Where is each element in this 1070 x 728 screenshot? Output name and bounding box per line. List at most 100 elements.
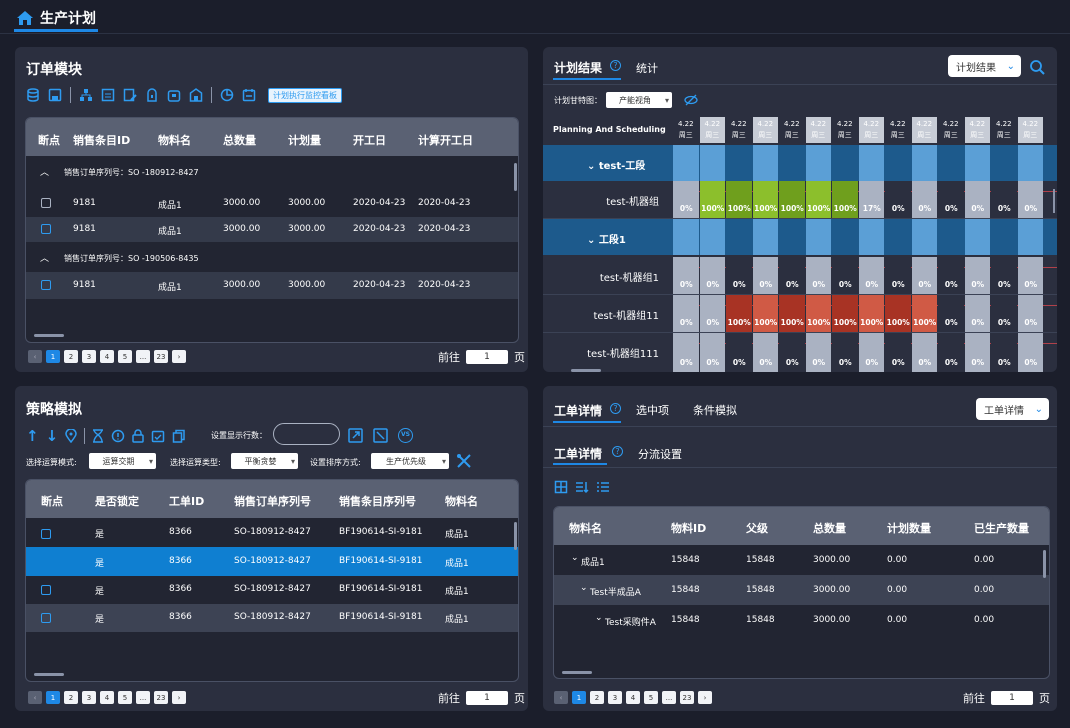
row-checkbox[interactable]: [41, 198, 51, 208]
page-button[interactable]: 4: [626, 691, 640, 704]
pie-chart-icon[interactable]: [220, 88, 234, 102]
tools-icon[interactable]: [456, 453, 472, 473]
goto-input[interactable]: 1: [466, 691, 508, 705]
table-row[interactable]: 9181 成品1 3000.00 3000.00 2020-04-23 2020…: [26, 217, 518, 242]
page-button[interactable]: 3: [608, 691, 622, 704]
chevron-down-icon[interactable]: ⌄: [580, 583, 588, 593]
page-ellipsis[interactable]: ...: [136, 691, 150, 704]
help-icon[interactable]: ?: [610, 60, 621, 71]
page-button[interactable]: 3: [82, 350, 96, 363]
subtab-split-settings[interactable]: 分流设置: [638, 448, 682, 461]
grid-add-icon[interactable]: [554, 480, 568, 494]
goto-input[interactable]: 1: [466, 350, 508, 364]
tab-selected-items[interactable]: 选中项: [636, 404, 669, 417]
mode-select[interactable]: 运算交期: [89, 453, 156, 469]
horizontal-scrollbar[interactable]: [562, 671, 592, 674]
tab-statistics[interactable]: 统计: [636, 62, 658, 75]
vs-icon[interactable]: VS: [398, 428, 413, 443]
page-button[interactable]: 5: [644, 691, 658, 704]
goto-input[interactable]: 1: [991, 691, 1033, 705]
page-button[interactable]: 2: [64, 350, 78, 363]
chevron-up-icon[interactable]: ︿: [40, 254, 50, 264]
plan-result-dropdown[interactable]: 计划结果 ⌄: [948, 55, 1021, 77]
calendar-icon[interactable]: [242, 88, 256, 102]
page-button[interactable]: 23: [154, 691, 168, 704]
calendar-check-icon[interactable]: [151, 429, 165, 443]
prev-page-button[interactable]: ‹: [554, 691, 568, 704]
tree-row[interactable]: ⌄ Test采购件A 15848 15848 3000.00 0.00 0.00: [554, 605, 1049, 635]
chevron-down-icon[interactable]: ⌄: [571, 553, 579, 563]
eye-off-icon[interactable]: [684, 92, 698, 111]
page-button[interactable]: 1: [46, 691, 60, 704]
page-ellipsis[interactable]: ...: [662, 691, 676, 704]
help-icon[interactable]: ?: [610, 403, 621, 414]
group-row[interactable]: ︿ 销售订单序列号：SO -180912-8427: [26, 162, 518, 182]
info-circle-icon[interactable]: [111, 429, 125, 443]
tab-plan-result[interactable]: 计划结果: [554, 61, 603, 75]
page-ellipsis[interactable]: ...: [136, 350, 150, 363]
next-page-button[interactable]: ›: [172, 691, 186, 704]
lock-icon[interactable]: [132, 429, 144, 443]
next-page-button[interactable]: ›: [172, 350, 186, 363]
prev-page-button[interactable]: ‹: [28, 691, 42, 704]
vertical-scrollbar[interactable]: [514, 163, 517, 191]
page-button[interactable]: 4: [100, 691, 114, 704]
page-button[interactable]: 4: [100, 350, 114, 363]
lock-doc-icon[interactable]: [145, 88, 159, 102]
horizontal-scrollbar[interactable]: [34, 673, 64, 676]
tree-row[interactable]: ⌄ Test半成品A 15848 15848 3000.00 0.00 0.00: [554, 575, 1049, 605]
copy-icon[interactable]: [172, 429, 186, 443]
gantt-view-select[interactable]: 产能视角: [606, 92, 672, 108]
prev-page-button[interactable]: ‹: [28, 350, 42, 363]
table-row[interactable]: 9181 成品1 3000.00 3000.00 2020-04-23 2020…: [26, 272, 518, 299]
subtab-workorder-detail[interactable]: 工单详情: [554, 447, 603, 461]
tab-workorder-detail[interactable]: 工单详情: [554, 404, 603, 418]
page-button[interactable]: 23: [154, 350, 168, 363]
resize-icon[interactable]: [373, 428, 388, 447]
group-row[interactable]: ︿ 销售订单序列号：SO -190506-8435: [26, 248, 518, 268]
row-checkbox[interactable]: [41, 613, 51, 623]
row-checkbox[interactable]: [41, 280, 51, 290]
document-edit-icon[interactable]: [123, 88, 137, 102]
export-icon[interactable]: [101, 88, 115, 102]
page-button[interactable]: 2: [590, 691, 604, 704]
row-checkbox[interactable]: [41, 529, 51, 539]
tree-row[interactable]: ⌄ 成品1 15848 15848 3000.00 0.00 0.00: [554, 545, 1049, 575]
open-external-icon[interactable]: [348, 428, 363, 447]
workorder-dropdown[interactable]: 工单详情 ⌄: [976, 398, 1049, 420]
table-row[interactable]: 是 8366 SO-180912-8427 BF190614-SI-9181 成…: [26, 604, 518, 632]
table-row-selected[interactable]: 是 8366 SO-180912-8427 BF190614-SI-9181 成…: [26, 547, 518, 576]
list-icon[interactable]: [596, 480, 610, 494]
row-checkbox[interactable]: [41, 224, 51, 234]
chevron-up-icon[interactable]: ︿: [40, 168, 50, 178]
table-row[interactable]: 9181 成品1 3000.00 3000.00 2020-04-23 2020…: [26, 193, 518, 217]
type-select[interactable]: 平衡贪婪: [231, 453, 298, 469]
page-button[interactable]: 5: [118, 350, 132, 363]
zoom-search-icon[interactable]: [1029, 59, 1045, 79]
row-checkbox[interactable]: [41, 585, 51, 595]
arrow-down-icon[interactable]: ↓: [45, 427, 59, 445]
arrow-up-icon[interactable]: ↑: [26, 427, 39, 445]
table-row[interactable]: 是 8366 SO-180912-8427 BF190614-SI-9181 成…: [26, 576, 518, 604]
page-button[interactable]: 3: [82, 691, 96, 704]
next-page-button[interactable]: ›: [698, 691, 712, 704]
rows-input[interactable]: [273, 423, 340, 445]
location-pin-icon[interactable]: [65, 429, 77, 443]
help-icon[interactable]: ?: [612, 446, 623, 457]
monitor-board-button[interactable]: 计划执行监控看板: [268, 87, 342, 103]
warehouse-icon[interactable]: [189, 88, 203, 102]
sort-select[interactable]: 生产优先级: [371, 453, 449, 469]
table-row[interactable]: 是 8366 SO-180912-8427 BF190614-SI-9181 成…: [26, 518, 518, 547]
archive-icon[interactable]: [167, 88, 181, 102]
hierarchy-icon[interactable]: [79, 88, 93, 102]
hourglass-icon[interactable]: [92, 429, 104, 443]
page-button[interactable]: 1: [46, 350, 60, 363]
page-button[interactable]: 2: [64, 691, 78, 704]
database-icon[interactable]: [26, 88, 40, 102]
chevron-down-icon[interactable]: ⌄: [595, 613, 603, 623]
vertical-scrollbar[interactable]: [514, 522, 517, 550]
save-icon[interactable]: [48, 88, 62, 102]
page-button[interactable]: 23: [680, 691, 694, 704]
page-button[interactable]: 1: [572, 691, 586, 704]
tab-condition-sim[interactable]: 条件模拟: [693, 404, 737, 417]
